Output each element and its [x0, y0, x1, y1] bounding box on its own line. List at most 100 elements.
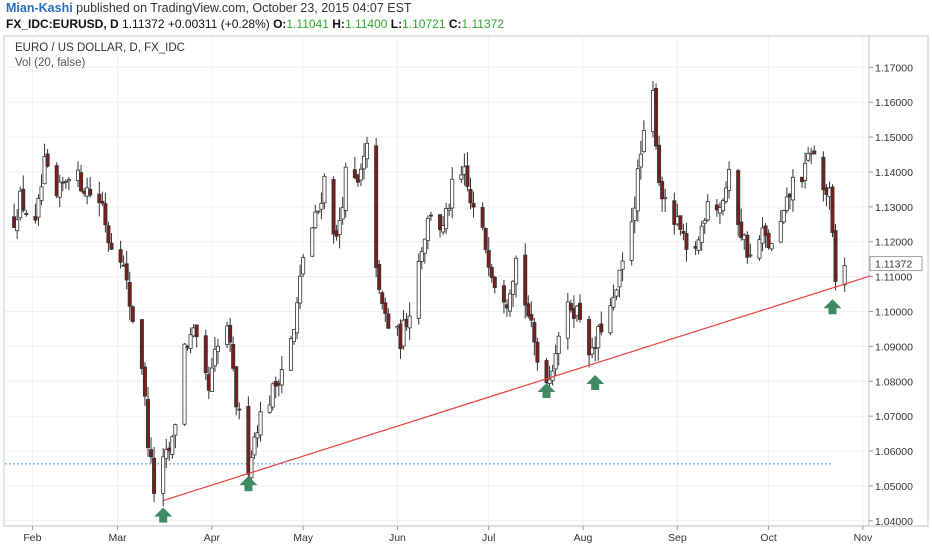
candle-body: [608, 305, 613, 334]
candle-body: [577, 302, 582, 320]
candle-body: [739, 221, 744, 239]
candle-body: [343, 166, 348, 211]
candle-body: [292, 329, 297, 342]
low-value: 1.10721: [402, 17, 446, 31]
time-tick-label: May: [293, 532, 314, 544]
candle-body: [228, 324, 233, 343]
candle-body: [188, 334, 193, 349]
candle-body: [514, 257, 519, 285]
candle-body: [778, 221, 783, 243]
candle-body: [489, 266, 494, 278]
candle-body: [459, 174, 464, 180]
candle-body: [544, 360, 549, 384]
close-value: 1.11372: [461, 17, 505, 31]
high-value: 1.11400: [344, 17, 388, 31]
candle-body: [352, 169, 357, 179]
time-tick-label: Jun: [389, 532, 406, 544]
candle-body: [508, 293, 513, 312]
candle-body: [428, 214, 433, 217]
last-price-tag-text: 1.11372: [875, 259, 912, 271]
candle-body: [21, 188, 26, 211]
candle-body: [736, 170, 741, 225]
price-tick-label: 1.06000: [875, 446, 913, 458]
candle-body: [380, 292, 385, 304]
candle-body: [444, 208, 449, 230]
volume-indicator-label[interactable]: Vol (20, false): [15, 57, 86, 69]
candle-body: [529, 314, 534, 321]
up-arrows: [154, 299, 842, 523]
candle-body: [641, 130, 646, 153]
candle-body: [629, 221, 634, 261]
price-tick-label: 1.08000: [875, 376, 913, 388]
candle-body: [720, 200, 725, 212]
candle-body: [337, 220, 342, 235]
candle-body: [450, 178, 455, 209]
candle-body: [568, 303, 573, 311]
candle-body: [830, 186, 835, 233]
candle-body: [492, 276, 497, 288]
price-tick-label: 1.05000: [875, 481, 913, 493]
candle-body: [553, 353, 558, 370]
price-tick-label: 1.14000: [875, 167, 913, 179]
candle-body: [316, 210, 321, 213]
candle-body: [54, 165, 59, 197]
candle-body: [340, 206, 345, 220]
candle-body: [234, 366, 239, 408]
candle-body: [638, 153, 643, 168]
candle-body: [288, 338, 293, 371]
last-price: 1.11372: [122, 17, 165, 31]
candle-body: [842, 265, 847, 286]
time-tick-label: Sep: [668, 532, 687, 544]
candle-body: [678, 215, 683, 230]
candle-body: [383, 302, 388, 314]
candle-body: [724, 187, 729, 202]
last-price-tag-box: [869, 256, 923, 272]
candle-body: [611, 296, 616, 308]
candle-body: [617, 269, 622, 288]
candle-body: [769, 243, 774, 250]
candle-body: [374, 145, 379, 269]
price-tick-label: 1.04000: [875, 516, 913, 528]
grid: [5, 37, 869, 526]
price-tick-label: 1.11000: [875, 272, 912, 284]
candle-body: [237, 408, 242, 411]
candle-body: [511, 280, 516, 295]
candle-body: [696, 239, 701, 251]
candle-body: [547, 378, 552, 384]
candle-body: [267, 404, 272, 413]
candle-body: [15, 219, 20, 232]
candle-body: [803, 162, 808, 181]
candle-body: [246, 405, 251, 475]
chart-border: [3, 35, 929, 527]
candle-body: [663, 196, 668, 199]
candle-body: [523, 254, 528, 306]
candle-body: [447, 208, 452, 211]
candle-body: [36, 198, 41, 218]
candle-body: [727, 169, 732, 191]
candle-body: [425, 217, 430, 242]
candle-body: [745, 234, 750, 258]
candle-body: [699, 225, 704, 243]
candle-body: [806, 152, 811, 161]
candle-body: [684, 233, 689, 250]
author-link[interactable]: Mian-Kashi: [6, 1, 73, 15]
candle-body: [599, 323, 604, 333]
candle-body: [486, 250, 491, 268]
pane-title: EURO / US DOLLAR, D, FX_IDC: [15, 42, 185, 54]
candle-body: [587, 318, 592, 356]
price-axis: 1.04000 1.05000 1.06000 1.07000 1.08000 1.090…: [869, 62, 913, 528]
price-tick-label: 1.09000: [875, 341, 913, 353]
price-change: +0.00311 (+0.28%): [167, 17, 270, 31]
candle-body: [596, 326, 601, 349]
candle-body: [127, 282, 132, 307]
candle-body: [194, 324, 199, 338]
up-arrow-icon: [586, 374, 605, 390]
candle-body: [550, 370, 555, 381]
candle-body: [24, 213, 29, 215]
candle-body: [480, 207, 485, 228]
candle-body: [386, 313, 391, 329]
candle-body: [57, 181, 62, 198]
up-arrow-icon: [239, 476, 258, 492]
candles: [12, 80, 847, 507]
candle-body: [483, 227, 488, 251]
